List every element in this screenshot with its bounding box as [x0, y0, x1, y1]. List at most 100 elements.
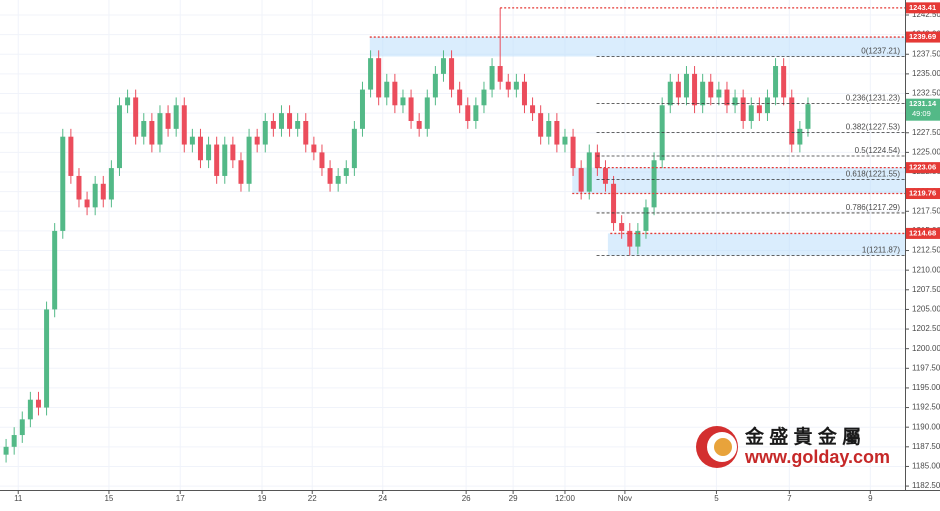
- candle-body: [449, 58, 455, 90]
- candle-body: [643, 207, 649, 231]
- price-tag: [906, 162, 940, 174]
- candle-body: [149, 120, 155, 145]
- price-tag-label: 1243.41: [909, 3, 936, 12]
- candle-body: [497, 66, 503, 82]
- candle-body: [789, 97, 795, 145]
- candle-body: [246, 136, 252, 184]
- y-tick-label: 1185.00: [912, 462, 940, 471]
- candle-body: [368, 58, 374, 90]
- candle-body: [408, 97, 414, 121]
- candle-body: [675, 81, 681, 98]
- price-tag: [906, 31, 940, 43]
- candle-body: [570, 136, 576, 169]
- y-tick-label: 1197.50: [912, 363, 940, 372]
- candle-body: [521, 81, 527, 106]
- y-tick-label: 1232.50: [912, 89, 940, 98]
- y-tick-label: 1182.50: [912, 481, 940, 490]
- candle-body: [708, 81, 714, 98]
- candle-body: [116, 105, 122, 169]
- x-tick-label: 7: [787, 494, 792, 503]
- y-tick-label: 1242.50: [912, 10, 940, 19]
- candle-body: [400, 97, 406, 106]
- candle-body: [473, 105, 479, 121]
- candle-body: [359, 89, 365, 129]
- candle-body: [602, 168, 608, 184]
- candle-body: [724, 89, 730, 106]
- candle-body: [303, 120, 309, 145]
- candle-body: [343, 168, 349, 176]
- candle-body: [52, 230, 58, 310]
- candle-body: [554, 120, 560, 145]
- x-tick-label: 29: [509, 494, 518, 503]
- price-tag-label: 1223.06: [909, 163, 936, 172]
- candle-body: [3, 446, 9, 455]
- candle-body: [538, 113, 544, 137]
- candle-body: [594, 152, 600, 169]
- candle-body: [740, 97, 746, 121]
- candle-body: [35, 399, 41, 408]
- fib-label: 1(1211.87): [862, 246, 900, 255]
- candle-body: [133, 97, 139, 137]
- candle-body: [197, 136, 203, 161]
- y-tick-label: 1190.00: [912, 422, 940, 431]
- candle-body: [748, 105, 754, 121]
- candle-body: [667, 81, 673, 106]
- candle-body: [44, 309, 50, 408]
- countdown: 49:09: [912, 109, 931, 118]
- price-tag: [906, 227, 940, 239]
- x-tick-label: 19: [258, 494, 267, 503]
- candle-body: [440, 58, 446, 74]
- candle-body: [206, 144, 212, 161]
- candle-body: [578, 168, 584, 192]
- y-tick-label: 1200.00: [912, 344, 940, 353]
- candle-body: [108, 168, 114, 200]
- y-tick-label: 1202.50: [912, 324, 940, 333]
- candle-body: [173, 105, 179, 129]
- x-tick-label: 15: [104, 494, 113, 503]
- candle-body: [546, 120, 552, 137]
- candle-body: [270, 120, 276, 129]
- candle-body: [764, 97, 770, 114]
- candle-body: [295, 120, 301, 129]
- y-tick-label: 1235.00: [912, 69, 940, 78]
- candle-body: [287, 113, 293, 129]
- candle-body: [781, 66, 787, 98]
- candle-body: [392, 81, 398, 106]
- candle-body: [351, 128, 357, 169]
- y-tick-label: 1227.50: [912, 128, 940, 137]
- candle-body: [92, 183, 98, 208]
- candle-body: [60, 136, 66, 231]
- fib-label: 0.382(1227.53): [846, 123, 901, 132]
- candle-body: [805, 104, 811, 129]
- price-tag-label: 1214.68: [909, 228, 936, 237]
- candle-body: [319, 152, 325, 169]
- candle-body: [651, 160, 657, 208]
- y-tick-label: 1210.00: [912, 265, 940, 274]
- logo-core: [714, 438, 732, 456]
- last-price-label: 1231.14: [909, 99, 937, 108]
- price-tag: [906, 2, 940, 14]
- x-tick-label: 5: [714, 494, 719, 503]
- candle-body: [700, 81, 706, 106]
- candle-body: [756, 105, 762, 114]
- candle-body: [125, 97, 131, 106]
- y-tick-label: 1212.50: [912, 246, 940, 255]
- y-tick-label: 1195.00: [912, 383, 940, 392]
- candle-body: [278, 113, 284, 129]
- axes: 1182.50 1185.00 1187.50 1190.00 1192.50 1195.…: [14, 2, 940, 503]
- fib-label: 0.618(1221.55): [846, 170, 901, 179]
- candle-body: [635, 230, 641, 247]
- candle-body: [254, 136, 260, 145]
- candle-body: [732, 97, 738, 106]
- candle-body: [384, 81, 390, 98]
- candle-body: [505, 81, 511, 90]
- x-tick-label: 9: [868, 494, 873, 503]
- x-tick-label: 22: [308, 494, 317, 503]
- candle-body: [530, 105, 536, 114]
- candle-body: [335, 175, 341, 184]
- brand-url: www.golday.com: [744, 447, 890, 467]
- candle-body: [84, 199, 90, 208]
- candle-body: [376, 58, 382, 98]
- candle-body: [311, 144, 317, 153]
